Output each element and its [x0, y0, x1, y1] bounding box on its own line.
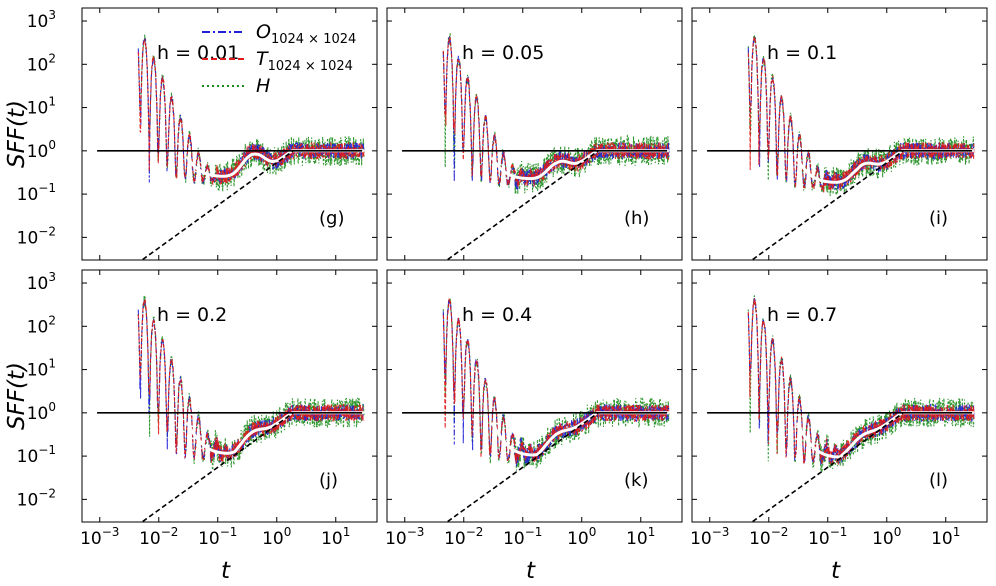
- x-tick-label: 100: [872, 525, 901, 549]
- y-tick-label: 103: [27, 270, 56, 294]
- axes-frame: [691, 7, 988, 261]
- panel-tag: (h): [624, 208, 649, 229]
- panel-h-label: h = 0.4: [462, 304, 532, 326]
- panel-h-label: h = 0.01: [157, 42, 239, 64]
- panel-g: 103 102 101 100 10−1 10−2 h = 0.01 (g): [17, 7, 378, 261]
- y-tick-label: 102: [27, 313, 56, 337]
- series-h: [442, 32, 670, 195]
- x-tick-label: 10−1: [808, 525, 847, 549]
- y-axis-label: SFF(t): [4, 100, 30, 168]
- y-axis-label: SFF(t): [4, 362, 30, 430]
- ramp-line: [140, 150, 294, 260]
- panel-tag: (g): [319, 208, 344, 229]
- x-tick-label: 101: [321, 525, 350, 549]
- x-tick-label: 10−1: [503, 525, 542, 549]
- panel-l: 10−3 10−2 10−1 100 101 h = 0.7 (l): [690, 269, 988, 549]
- x-axis-label: t: [221, 558, 231, 584]
- y-tick-label: 101: [27, 95, 56, 119]
- legend-entry-h: H: [256, 75, 270, 97]
- ramp-line: [750, 412, 904, 522]
- y-tick-label: 103: [27, 8, 56, 32]
- panel-tag: (l): [929, 470, 948, 491]
- ramp-line: [750, 150, 904, 260]
- x-tick-label: 10−3: [385, 525, 424, 549]
- series-t: [747, 36, 975, 193]
- ramp-line: [140, 412, 294, 522]
- panel-tag: (k): [624, 470, 648, 491]
- x-tick-label: 10−3: [690, 525, 729, 549]
- legend-entry-o: O1024 × 1024: [256, 21, 356, 47]
- x-tick-label: 10−2: [444, 525, 483, 549]
- y-tick-label: 10−2: [17, 224, 56, 248]
- axes-frame: [691, 269, 988, 523]
- x-tick-label: 101: [626, 525, 655, 549]
- plot-area: [402, 32, 670, 260]
- panel-h-label: h = 0.2: [157, 304, 227, 326]
- x-axis-label: t: [831, 558, 841, 584]
- axes-frame: [386, 7, 683, 261]
- x-axis-label: t: [526, 558, 536, 584]
- y-tick-label: 100: [27, 138, 56, 162]
- x-tick-label: 100: [567, 525, 596, 549]
- panel-h-label: h = 0.1: [767, 42, 837, 64]
- plot-area: [707, 295, 975, 522]
- panel-h-label: h = 0.7: [767, 304, 837, 326]
- panel-h: h = 0.05 (h): [386, 7, 683, 261]
- y-tick-label: 10−2: [17, 486, 56, 510]
- panel-i: h = 0.1 (i): [691, 7, 988, 261]
- plot-area: [97, 34, 365, 260]
- plot-area: [707, 34, 975, 260]
- axes-frame: [81, 7, 378, 261]
- y-tick-label: 10−1: [17, 181, 56, 205]
- plot-area: [402, 298, 670, 522]
- panel-h-label: h = 0.05: [462, 42, 544, 64]
- y-tick-label: 102: [27, 51, 56, 75]
- panel-j: 10−3 10−2 10−1 100 101 103 102 101 100 10−1 10−2 h …: [17, 269, 378, 549]
- y-tick-label: 100: [27, 400, 56, 424]
- panel-tag: (i): [929, 208, 948, 229]
- series-t: [137, 38, 365, 186]
- x-tick-label: 10−2: [139, 525, 178, 549]
- series-t: [442, 298, 670, 465]
- legend-entry-t: T1024 × 1024: [256, 48, 353, 74]
- x-tick-label: 101: [931, 525, 960, 549]
- plot-area: [97, 295, 365, 522]
- axes-frame: [81, 269, 378, 523]
- x-tick-label: 10−3: [80, 525, 119, 549]
- axes-frame: [386, 269, 683, 523]
- x-tick-label: 100: [262, 525, 291, 549]
- y-tick-label: 101: [27, 357, 56, 381]
- panel-tag: (j): [319, 470, 338, 491]
- ramp-line: [445, 412, 599, 522]
- panel-k: 10−3 10−2 10−1 100 101 h = 0.4 (k): [385, 269, 683, 549]
- y-tick-label: 10−1: [17, 443, 56, 467]
- ramp-line: [445, 150, 599, 260]
- x-tick-label: 10−1: [198, 525, 237, 549]
- x-tick-label: 10−2: [749, 525, 788, 549]
